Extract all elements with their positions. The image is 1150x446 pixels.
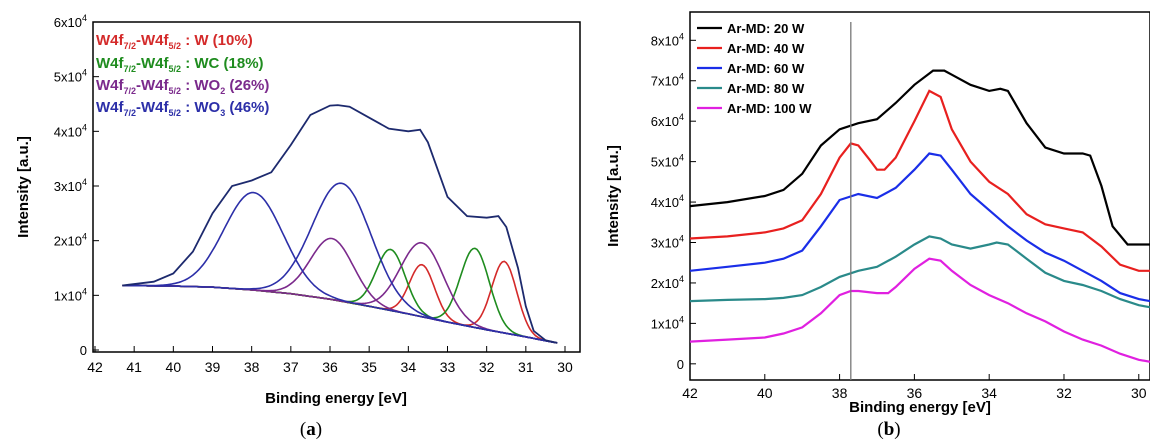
panel-a-caption: (a) — [300, 419, 322, 440]
y-tick-label: 7x104 — [651, 72, 684, 89]
y-tick-label: 2x104 — [651, 274, 684, 291]
x-tick-label: 42 — [87, 359, 103, 375]
envelope-line — [122, 104, 558, 344]
panel-b-caption: (b) — [877, 419, 900, 440]
y-tick-label: 3x104 — [651, 234, 684, 251]
x-tick-label: 34 — [981, 385, 997, 401]
panel-b-y-axis-label: Intensity [a.u.] — [605, 145, 622, 247]
x-tick-label: 31 — [518, 359, 534, 375]
x-tick-label: 39 — [205, 359, 221, 375]
y-tick-label: 2x104 — [54, 232, 87, 249]
component-peak-1-1 — [122, 247, 558, 344]
panel-a-legend: W4f7/2-W4f5/2 : W (10%) W4f7/2-W4f5/2 : … — [96, 32, 269, 118]
legend-label-1: Ar-MD: 20 W — [727, 21, 805, 36]
panel-a-ticks: 42 41 40 39 38 37 36 35 34 33 32 31 30 0 1x104 2x104 3x1… — [54, 13, 573, 375]
component-peak-3-0 — [122, 191, 558, 344]
legend-label-2: Ar-MD: 40 W — [727, 41, 805, 56]
panel-b-x-axis-label: Binding energy [eV] — [849, 399, 991, 416]
legend-entry-wo2: W4f7/2-W4f5/2 : WO2 (26%) — [96, 77, 269, 96]
series-line-1 — [689, 69, 1150, 246]
panel-b-legend: Ar-MD: 20 W Ar-MD: 40 W Ar-MD: 60 W Ar-MD: … — [697, 21, 812, 116]
series-line-5 — [689, 257, 1150, 363]
legend-label-5: Ar-MD: 100 W — [727, 101, 812, 116]
x-tick-label: 32 — [479, 359, 495, 375]
x-tick-label: 40 — [757, 385, 773, 401]
panel-a-chart: 42 41 40 39 38 37 36 35 34 33 32 31 30 0 1x104 2x104 3x1… — [15, 13, 581, 440]
series-line-4 — [689, 235, 1150, 309]
x-tick-label: 34 — [401, 359, 417, 375]
y-tick-label: 0 — [80, 343, 87, 358]
y-tick-label: 0 — [677, 357, 684, 372]
x-tick-label: 38 — [244, 359, 260, 375]
y-tick-label: 5x104 — [54, 68, 87, 85]
x-tick-label: 35 — [361, 359, 377, 375]
y-tick-label: 6x104 — [54, 13, 87, 30]
legend-label-3: Ar-MD: 60 W — [727, 61, 805, 76]
x-tick-label: 30 — [1131, 385, 1147, 401]
x-tick-label: 38 — [832, 385, 848, 401]
legend-entry-w: W4f7/2-W4f5/2 : W (10%) — [96, 32, 253, 51]
y-tick-label: 8x104 — [651, 31, 684, 48]
x-tick-label: 37 — [283, 359, 299, 375]
x-tick-label: 30 — [557, 359, 573, 375]
legend-entry-wc: W4f7/2-W4f5/2 : WC (18%) — [96, 55, 264, 74]
y-tick-label: 3x104 — [54, 177, 87, 194]
background-line — [122, 284, 558, 344]
series-line-3 — [689, 152, 1150, 303]
panel-a-plot-area — [122, 104, 558, 344]
legend-label-4: Ar-MD: 80 W — [727, 81, 805, 96]
panel-a-x-axis-label: Binding energy [eV] — [265, 390, 407, 407]
panel-a-y-axis-label: Intensity [a.u.] — [15, 136, 32, 238]
series-line-2 — [689, 89, 1150, 272]
y-tick-label: 5x104 — [651, 153, 684, 170]
y-tick-label: 1x104 — [54, 286, 87, 303]
x-tick-label: 33 — [440, 359, 456, 375]
component-peak-3-1 — [122, 182, 558, 344]
panel-b-plot-area — [689, 69, 1150, 363]
x-tick-label: 42 — [682, 385, 698, 401]
y-tick-label: 4x104 — [54, 122, 87, 139]
panel-b-chart: 42 40 38 36 34 32 30 0 1x104 2x104 3x104 4x104 5x104… — [605, 11, 1150, 440]
x-tick-label: 32 — [1056, 385, 1072, 401]
x-tick-label: 40 — [166, 359, 182, 375]
panel-b-frame — [689, 11, 1150, 381]
y-tick-label: 4x104 — [651, 193, 684, 210]
component-peak-1-0 — [122, 248, 558, 344]
y-tick-label: 6x104 — [651, 112, 684, 129]
panel-b-ticks: 42 40 38 36 34 32 30 0 1x104 2x104 3x104 4x104 5x104… — [651, 31, 1147, 401]
x-tick-label: 41 — [126, 359, 142, 375]
x-tick-label: 36 — [907, 385, 923, 401]
y-tick-label: 1x104 — [651, 314, 684, 331]
x-tick-label: 36 — [322, 359, 338, 375]
legend-entry-wo3: W4f7/2-W4f5/2 : WO3 (46%) — [96, 99, 269, 118]
panel-a-frame — [92, 21, 581, 353]
